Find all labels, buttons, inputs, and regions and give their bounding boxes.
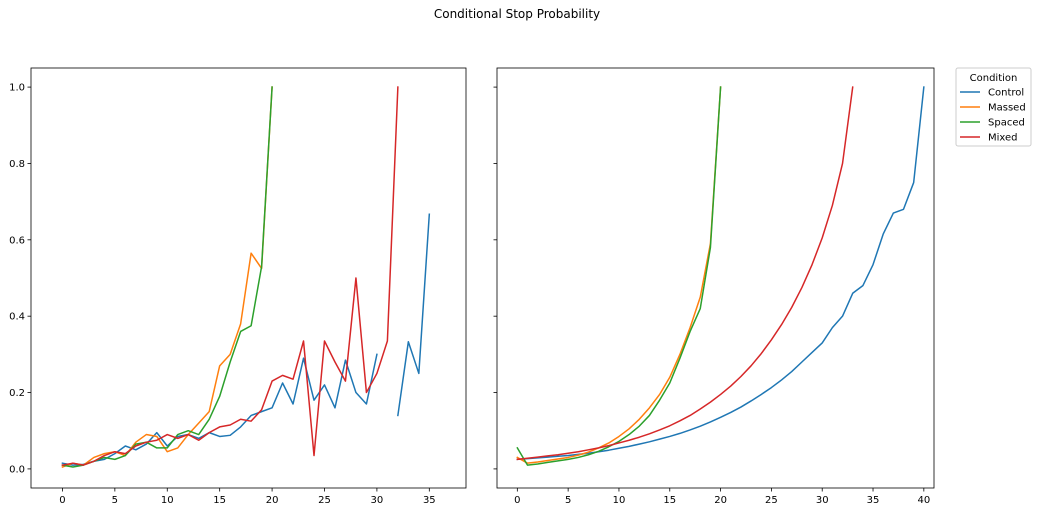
x-tick-label: 40 bbox=[917, 495, 930, 506]
legend-label-massed: Massed bbox=[988, 103, 1026, 114]
y-tick-label: 0.8 bbox=[9, 159, 25, 170]
axes-frame bbox=[496, 67, 935, 489]
y-tick-label: 0.2 bbox=[9, 388, 25, 399]
legend: Condition Control Massed Spaced Mixed bbox=[955, 67, 1032, 147]
left-plot: 0 5 10 15 20 25 30 35 0.0 0.2 0.4 0.6 0.8 1.0 bbox=[9, 67, 467, 506]
x-tick-label: 5 bbox=[112, 495, 118, 506]
series-line-spaced bbox=[516, 86, 722, 466]
series-line-massed bbox=[516, 86, 722, 464]
x-tick-label: 20 bbox=[714, 495, 727, 506]
y-tick-label: 0.0 bbox=[9, 464, 25, 475]
series-line-spaced bbox=[61, 86, 273, 468]
x-tick-label: 15 bbox=[213, 495, 226, 506]
series-line-mixed bbox=[61, 86, 399, 466]
x-tick-label: 5 bbox=[565, 495, 571, 506]
x-tick-label: 25 bbox=[318, 495, 331, 506]
x-tick-label: 15 bbox=[663, 495, 676, 506]
x-tick-label: 25 bbox=[765, 495, 778, 506]
legend-frame bbox=[955, 67, 1032, 147]
series-line-massed bbox=[61, 86, 273, 468]
x-tick-label: 35 bbox=[423, 495, 436, 506]
series-line-control-segment-1 bbox=[397, 213, 431, 417]
y-tick-label: 0.4 bbox=[9, 312, 25, 323]
series-lines bbox=[516, 86, 925, 466]
x-tick-label: 10 bbox=[161, 495, 174, 506]
figure-title: Conditional Stop Probability bbox=[434, 7, 600, 21]
right-plot: 0 5 10 15 20 25 30 35 40 bbox=[493, 67, 935, 506]
legend-title: Condition bbox=[970, 73, 1018, 84]
x-tick-label: 35 bbox=[867, 495, 880, 506]
x-tick-label: 10 bbox=[613, 495, 626, 506]
x-tick-label: 30 bbox=[816, 495, 829, 506]
x-tick-label: 0 bbox=[59, 495, 65, 506]
series-line-mixed bbox=[516, 86, 854, 461]
x-tick-label: 20 bbox=[266, 495, 279, 506]
series-line-control bbox=[516, 86, 925, 461]
axes-frame bbox=[30, 67, 467, 489]
legend-label-mixed: Mixed bbox=[988, 133, 1018, 144]
series-lines bbox=[61, 86, 431, 468]
x-tick-label: 0 bbox=[514, 495, 520, 506]
legend-label-control: Control bbox=[988, 88, 1024, 99]
y-tick-label: 0.6 bbox=[9, 235, 25, 246]
legend-label-spaced: Spaced bbox=[988, 118, 1025, 129]
series-line-control-segment-0 bbox=[61, 353, 378, 466]
y-tick-label: 1.0 bbox=[9, 83, 25, 94]
x-tick-label: 30 bbox=[371, 495, 384, 506]
